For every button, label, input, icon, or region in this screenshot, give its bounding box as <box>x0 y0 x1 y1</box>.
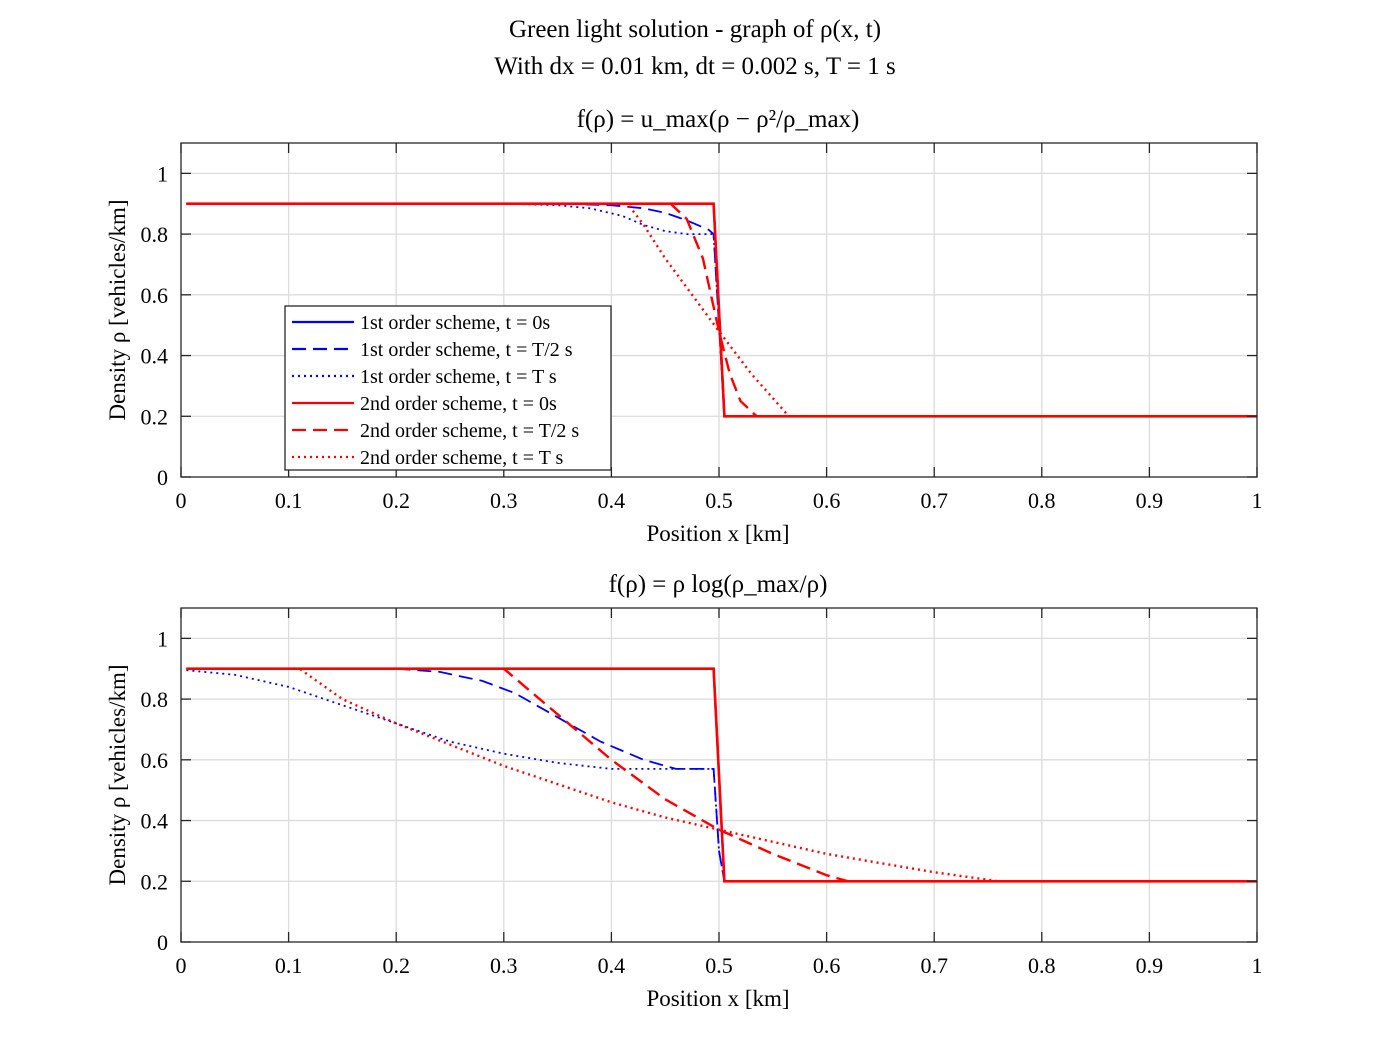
top-x-tick-label: 0.8 <box>1028 488 1056 513</box>
legend-box <box>284 305 612 471</box>
bottom-x-tick-label: 0.4 <box>598 953 626 978</box>
top-series-line-6 <box>186 202 1257 418</box>
top-y-tick-label: 0.2 <box>141 404 169 429</box>
top-x-tick-label: 0.9 <box>1136 488 1164 513</box>
top-y-axis-label: Density ρ [vehicles/km] <box>105 200 130 421</box>
bottom-x-tick-label: 0.7 <box>920 953 948 978</box>
top-x-tick-label: 0 <box>176 488 187 513</box>
legend: 1st order scheme, t = 0s 1st order scheme… <box>284 305 612 471</box>
top-x-tick-label: 1 <box>1252 488 1263 513</box>
bottom-y-tick-label: 0 <box>157 930 168 955</box>
top-y-tick-label: 0.4 <box>141 344 169 369</box>
bottom-x-tick-label: 0.6 <box>813 953 841 978</box>
bottom-subplot: f(ρ) = ρ log(ρ_max/ρ) Position x [km] De… <box>105 571 1263 1011</box>
top-y-tick-label: 1 <box>157 161 168 186</box>
top-x-tick-label: 0.5 <box>705 488 733 513</box>
legend-entry-2: 1st order scheme, t = T/2 s <box>360 339 573 361</box>
top-x-tick-label: 0.3 <box>490 488 518 513</box>
bottom-x-tick-label: 0.1 <box>275 953 303 978</box>
bottom-x-axis-label: Position x [km] <box>646 986 789 1011</box>
top-x-tick-label: 0.6 <box>813 488 841 513</box>
bottom-x-tick-label: 0 <box>176 953 187 978</box>
top-y-tick-label: 0 <box>157 465 168 490</box>
bottom-x-tick-label: 0.2 <box>382 953 410 978</box>
top-y-tick-label: 0.8 <box>141 222 169 247</box>
top-subplot: f(ρ) = u_max(ρ − ρ²/ρ_max) Position x [k… <box>105 106 1263 546</box>
bottom-series-line-2 <box>186 667 1257 883</box>
bottom-x-tick-label: 0.8 <box>1028 953 1056 978</box>
figure-title-line1: Green light solution - graph of ρ(x, t) <box>509 16 881 43</box>
top-y-tick-label: 0.6 <box>141 283 169 308</box>
bottom-x-tick-label: 0.3 <box>490 953 518 978</box>
bottom-y-tick-label: 0.6 <box>141 748 169 773</box>
bottom-y-tick-label: 0.2 <box>141 869 169 894</box>
legend-entry-1: 1st order scheme, t = 0s <box>360 312 550 334</box>
bottom-series-line-6 <box>186 667 1257 883</box>
bottom-x-tick-label: 1 <box>1252 953 1263 978</box>
bottom-series-line-5 <box>186 667 1257 883</box>
legend-entry-3: 1st order scheme, t = T s <box>360 366 557 388</box>
top-x-axis-label: Position x [km] <box>646 521 789 546</box>
top-x-tick-label: 0.7 <box>920 488 948 513</box>
bottom-x-tick-label: 0.5 <box>705 953 733 978</box>
top-series-line-5 <box>186 202 1257 418</box>
bottom-y-tick-label: 1 <box>157 626 168 651</box>
top-x-tick-label: 0.4 <box>598 488 626 513</box>
bottom-plot-title: f(ρ) = ρ log(ρ_max/ρ) <box>609 571 828 598</box>
bottom-x-tick-label: 0.9 <box>1136 953 1164 978</box>
top-x-tick-label: 0.2 <box>382 488 410 513</box>
bottom-y-tick-label: 0.8 <box>141 687 169 712</box>
legend-entry-5: 2nd order scheme, t = T/2 s <box>360 420 579 442</box>
bottom-y-tick-label: 0.4 <box>141 809 169 834</box>
bottom-y-axis-label: Density ρ [vehicles/km] <box>105 665 130 886</box>
legend-entry-6: 2nd order scheme, t = T s <box>360 447 563 469</box>
top-x-tick-label: 0.1 <box>275 488 303 513</box>
top-plot-title: f(ρ) = u_max(ρ − ρ²/ρ_max) <box>577 106 860 133</box>
figure-title-line2: With dx = 0.01 km, dt = 0.002 s, T = 1 s <box>494 53 896 80</box>
legend-entry-4: 2nd order scheme, t = 0s <box>360 393 557 415</box>
